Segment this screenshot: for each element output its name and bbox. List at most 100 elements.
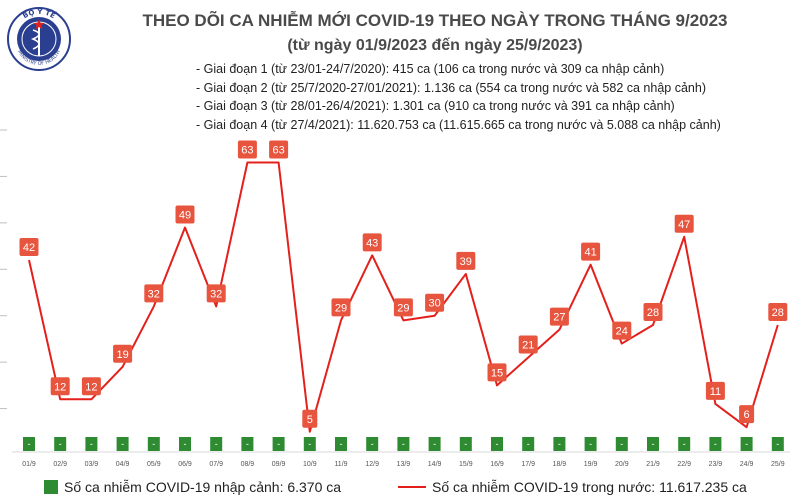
data-label: 11 — [710, 386, 721, 398]
data-label-box — [612, 321, 632, 340]
legend-domestic-swatch — [398, 486, 426, 488]
daily-cases-chart: - - - - - - - - - - - - - - - - - - - - - - - - - 42 12 12 19 32 49 32 6… — [0, 129, 790, 468]
imported-bar — [709, 437, 722, 451]
chart-title: THEO DÕI CA NHIỄM MỚI COVID-19 THEO NGÀY… — [142, 11, 728, 30]
imported-bar-label: - — [371, 439, 374, 449]
imported-bar — [553, 437, 566, 451]
imported-bar — [303, 437, 316, 451]
data-label: 28 — [772, 307, 784, 319]
legend-imported-label: Số ca nhiễm COVID-19 nhập cảnh: 6.370 ca — [64, 479, 342, 495]
data-label-box — [81, 377, 101, 396]
x-tick-label: 20/9 — [615, 461, 629, 468]
imported-bar — [366, 437, 379, 451]
imported-bar-label: - — [246, 439, 249, 449]
imported-bar — [678, 437, 691, 451]
data-label-box — [19, 238, 39, 256]
data-label-box — [518, 335, 538, 354]
imported-bar — [428, 437, 441, 451]
imported-bar-label: - — [340, 439, 343, 449]
imported-bar — [522, 437, 535, 451]
x-tick-label: 09/9 — [272, 461, 286, 468]
imported-bar — [584, 437, 597, 451]
imported-bar-label: - — [152, 439, 155, 449]
data-label: 15 — [491, 367, 503, 379]
imported-bar — [647, 437, 659, 451]
x-tick-label: 18/9 — [553, 461, 567, 468]
x-tick-label: 04/9 — [116, 461, 130, 468]
x-tick-label: 13/9 — [397, 461, 411, 468]
data-label: 49 — [179, 210, 191, 222]
imported-bar-label: - — [308, 439, 311, 449]
x-tick-label: 08/9 — [241, 461, 255, 468]
imported-bar-label: - — [277, 439, 280, 449]
x-tick-label: 10/9 — [303, 461, 317, 468]
data-label: 19 — [116, 349, 128, 361]
imported-bar-label: - — [496, 439, 499, 449]
legend-domestic: Số ca nhiễm COVID-19 trong nước: 11.617.… — [398, 479, 747, 495]
data-label-box — [331, 298, 351, 317]
data-label-box — [362, 233, 382, 252]
data-label-box — [643, 303, 663, 321]
imported-bar-label: - — [776, 439, 779, 449]
data-label: 12 — [54, 381, 66, 393]
data-label: 12 — [85, 381, 97, 393]
x-tick-label: 03/9 — [85, 461, 99, 468]
x-tick-label: 22/9 — [677, 461, 691, 468]
data-label: 29 — [335, 302, 347, 314]
imported-bar-label: - — [745, 439, 748, 449]
imported-bar-label: - — [28, 439, 31, 449]
imported-bar — [272, 437, 285, 451]
imported-bar — [179, 437, 191, 451]
svg-text:BỘ Y TẾ: BỘ Y TẾ — [22, 7, 58, 20]
data-label: 32 — [210, 288, 222, 300]
data-label-box — [768, 303, 788, 321]
data-label-box — [175, 205, 195, 224]
data-label: 43 — [366, 237, 378, 249]
data-label-box — [674, 214, 694, 233]
data-label-box — [393, 298, 413, 317]
chart-legend: Số ca nhiễm COVID-19 nhập cảnh: 6.370 ca… — [0, 474, 800, 500]
data-label: 27 — [553, 312, 565, 324]
imported-bar-label: - — [527, 439, 530, 449]
imported-bar-label: - — [652, 439, 655, 449]
data-label: 32 — [148, 288, 160, 300]
data-label: 24 — [616, 326, 628, 338]
imported-bar-label: - — [558, 439, 561, 449]
imported-bar — [54, 437, 67, 451]
data-label: 47 — [678, 219, 690, 231]
imported-bar — [85, 437, 98, 451]
data-label: 39 — [460, 256, 472, 268]
imported-bar-label: - — [59, 439, 62, 449]
x-tick-label: 24/9 — [740, 461, 754, 468]
data-label: 42 — [23, 242, 35, 254]
x-tick-label: 25/9 — [771, 461, 785, 468]
imported-bar-label: - — [620, 439, 623, 449]
phase-note-1: - Giai đoạn 1 (từ 23/01-24/7/2020): 415 … — [196, 62, 665, 76]
legend-imported-swatch — [44, 480, 58, 494]
data-label-box — [739, 405, 755, 424]
phase-note-3: - Giai đoạn 3 (từ 28/01-26/4/2021): 1.30… — [196, 99, 675, 113]
logo-text-top: BỘ Y TẾ — [22, 7, 58, 20]
data-label: 63 — [272, 145, 284, 157]
data-label: 30 — [428, 298, 440, 310]
imported-bar-label: - — [589, 439, 592, 449]
x-tick-label: 06/9 — [178, 461, 192, 468]
data-label: 5 — [307, 414, 313, 426]
x-tick-label: 05/9 — [147, 461, 161, 468]
imported-bar — [397, 437, 410, 451]
imported-bar — [23, 437, 35, 451]
x-tick-label: 16/9 — [490, 461, 504, 468]
imported-bar — [459, 437, 472, 451]
imported-bar-label: - — [121, 439, 124, 449]
data-label: 29 — [397, 302, 409, 314]
imported-bar — [740, 437, 753, 451]
data-label: 28 — [647, 307, 659, 319]
x-tick-label: 17/9 — [521, 461, 535, 468]
data-label-box — [237, 140, 257, 159]
x-tick-label: 23/9 — [709, 461, 723, 468]
imported-bar-label: - — [90, 439, 93, 449]
data-label-box — [456, 251, 476, 270]
imported-bar — [241, 437, 254, 451]
imported-bar-label: - — [714, 439, 717, 449]
data-label-box — [206, 284, 226, 303]
